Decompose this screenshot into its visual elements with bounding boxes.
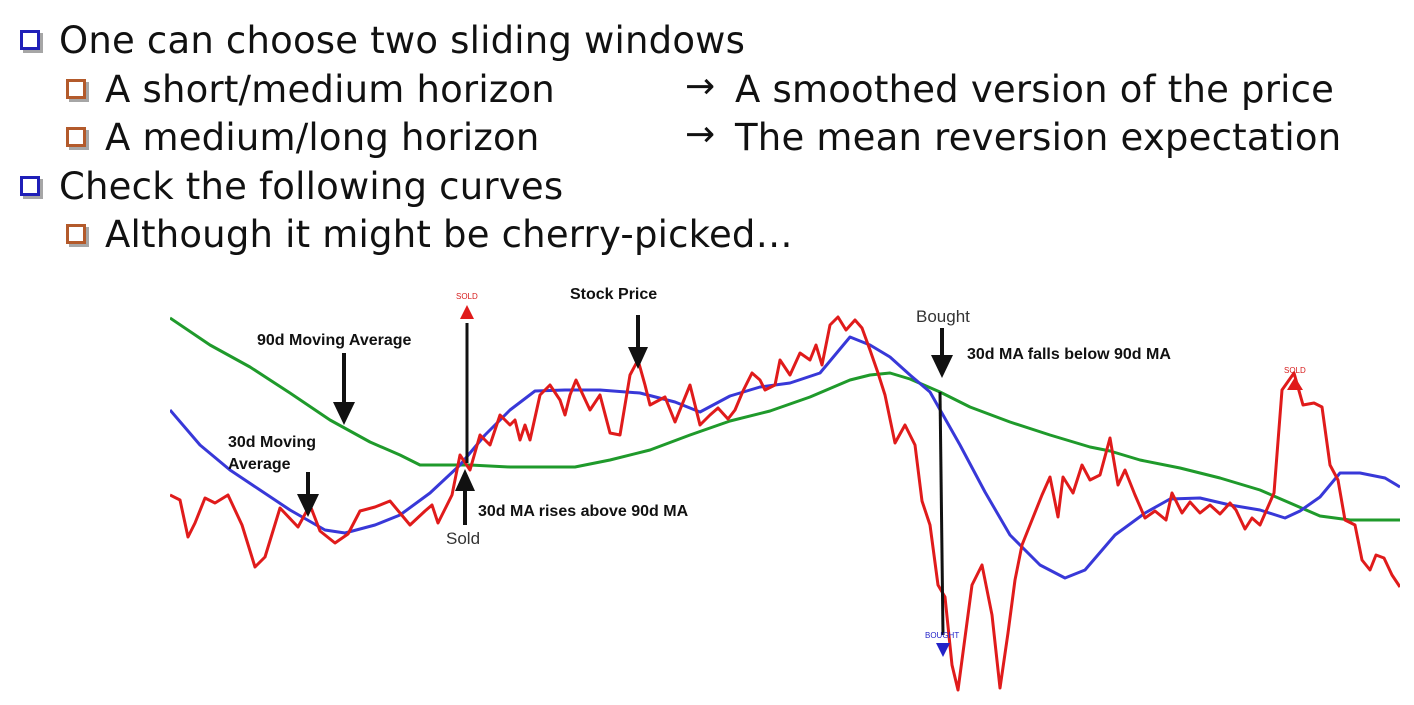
bullet-1: One can choose two sliding windows: [20, 16, 745, 64]
bullet-1-text: One can choose two sliding windows: [59, 18, 746, 62]
falls-label: 30d MA falls below 90d MA: [967, 346, 1171, 363]
bullet-1-2-text: A medium/long horizon: [105, 115, 540, 159]
falls-pointer-arrow-icon: [931, 328, 953, 378]
bullet-2-1: Although it might be cherry-picked…: [66, 210, 793, 258]
sold-small-label-2: SOLD: [1284, 366, 1306, 375]
sold-marker-icon: [460, 305, 474, 319]
ma30-line: [170, 335, 1400, 580]
ma30-pointer-arrow-icon: [297, 472, 319, 517]
bought-small-label: BOUGHT: [925, 631, 959, 640]
stock-price-label: Stock Price: [570, 286, 657, 303]
orange-square-bullet-icon: [66, 224, 86, 244]
bullet-1-1: A short/medium horizon: [66, 65, 555, 113]
sold-marker-2-icon: [1287, 377, 1303, 390]
bought-marker-icon: [936, 643, 950, 657]
orange-square-bullet-icon: [66, 79, 86, 99]
sold-label: Sold: [446, 529, 480, 548]
bullet-1-2: A medium/long horizon: [66, 113, 540, 161]
moving-average-chart: 90d Moving Average Stock Price 30d Movin…: [170, 286, 1400, 692]
rises-label: 30d MA rises above 90d MA: [478, 503, 689, 520]
bullet-2-text: Check the following curves: [59, 164, 564, 208]
ma30-label-line-2: Average: [228, 456, 291, 473]
stock-price-line: [170, 315, 1400, 692]
right-arrow-icon: →: [685, 66, 716, 107]
bullet-1-1-result: A smoothed version of the price: [735, 67, 1335, 111]
bullet-2-1-text: Although it might be cherry-picked…: [105, 212, 793, 256]
stock-price-pointer-arrow-icon: [628, 315, 648, 369]
blue-square-bullet-icon: [20, 176, 40, 196]
ma90-label: 90d Moving Average: [257, 332, 412, 349]
rises-pointer-arrow-icon: [455, 469, 475, 525]
orange-square-bullet-icon: [66, 127, 86, 147]
ma90-line: [170, 316, 1400, 522]
ma90-pointer-arrow-icon: [333, 353, 355, 425]
bullet-2: Check the following curves: [20, 162, 563, 210]
bought-label: Bought: [916, 307, 970, 326]
bullet-list: One can choose two sliding windows A sho…: [0, 0, 1414, 270]
blue-square-bullet-icon: [20, 30, 40, 50]
bullet-1-1-text: A short/medium horizon: [105, 67, 555, 111]
bought-vertical-line: [938, 391, 945, 636]
right-arrow-icon: →: [685, 114, 716, 155]
ma30-label-line-1: 30d Moving: [228, 434, 316, 451]
bullet-1-2-result: The mean reversion expectation: [735, 115, 1342, 159]
sold-small-label: SOLD: [456, 292, 478, 301]
